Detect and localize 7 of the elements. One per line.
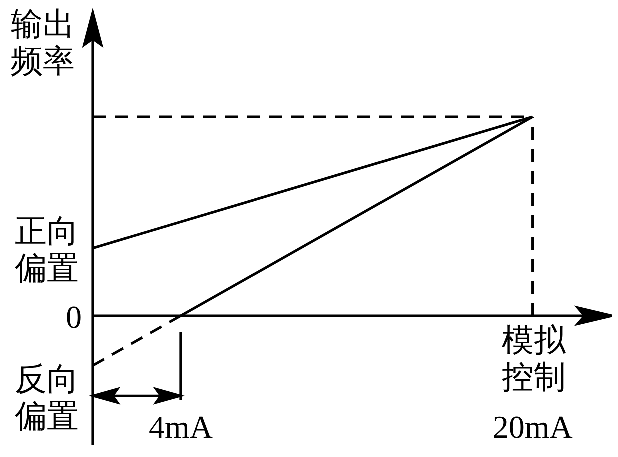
xlabel: 模拟控制 xyxy=(502,322,566,396)
annotation: 0 xyxy=(66,299,82,336)
x-tick-label: 4mA xyxy=(148,409,213,446)
ylabel: 输出频率 xyxy=(11,6,75,80)
annotation: 反向偏置 xyxy=(15,360,79,434)
x-tick-label: 20mA xyxy=(492,409,573,446)
annotation: 正向偏置 xyxy=(15,213,79,286)
